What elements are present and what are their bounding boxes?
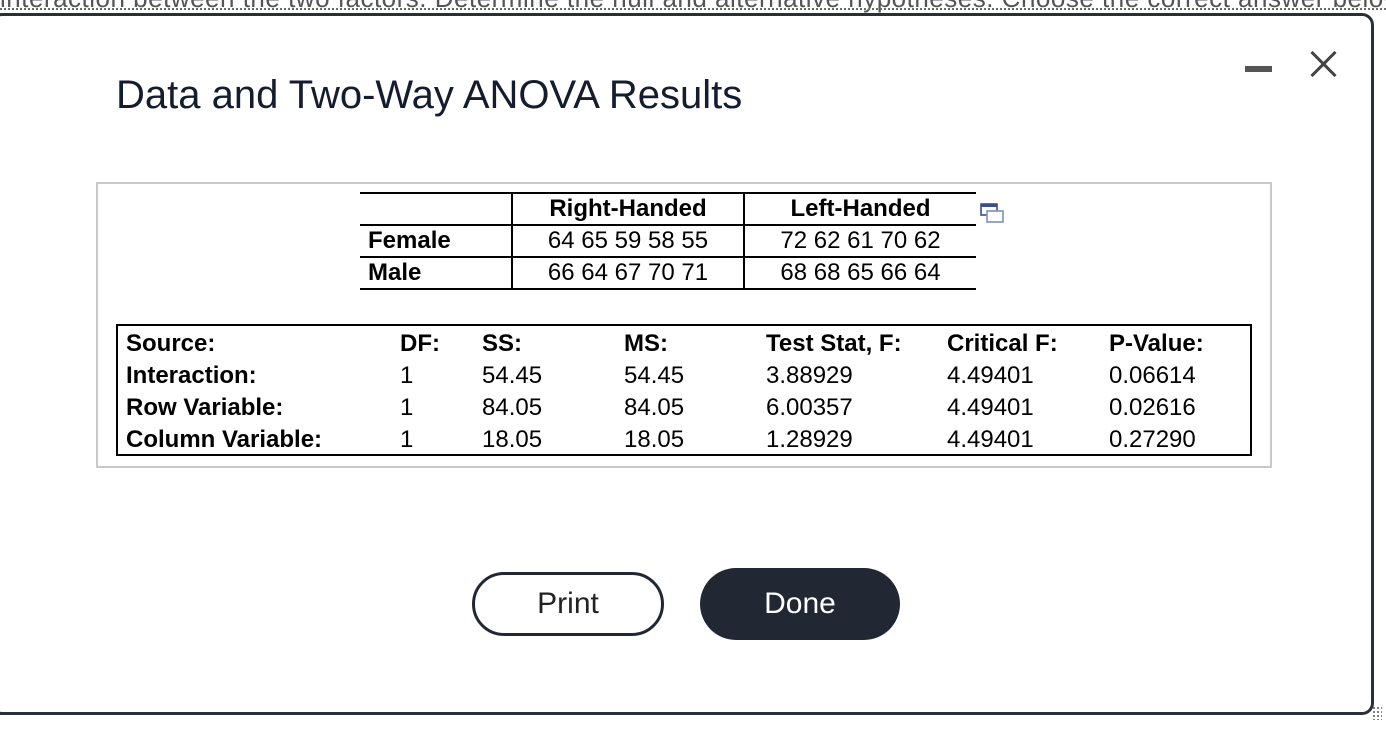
done-button[interactable]: Done (700, 568, 900, 640)
anova-header-ss: SS: (482, 330, 523, 357)
anova-critical-f: 4.49401 (947, 426, 1034, 453)
anova-ss: 84.05 (482, 394, 543, 421)
anova-results-dialog (0, 13, 1374, 715)
print-button[interactable]: Print (472, 572, 664, 636)
data-table-header-row: Right-Handed Left-Handed (360, 192, 976, 226)
popout-window-icon-graphic (980, 203, 1004, 223)
table-row: Male 66 64 67 70 71 68 68 65 66 64 (360, 257, 976, 290)
cell-male-right: 66 64 67 70 71 (511, 257, 744, 290)
background-question-text: interaction between the two factors. Det… (0, 0, 1386, 14)
anova-df: 1 (400, 426, 414, 453)
close-icon[interactable] (1304, 45, 1342, 83)
anova-header-df: DF: (400, 330, 440, 357)
col-header-right-handed: Right-Handed (511, 192, 744, 226)
results-content-box (96, 182, 1272, 468)
anova-header-row: Source: DF: SS: MS: Test Stat, F: Critic… (118, 328, 1250, 360)
row-label-female: Female (360, 225, 512, 258)
anova-ms: 84.05 (624, 394, 685, 421)
anova-source-column-variable: Column Variable: (126, 426, 323, 453)
anova-ss: 54.45 (482, 362, 543, 389)
anova-table: Source: DF: SS: MS: Test Stat, F: Critic… (116, 324, 1252, 456)
anova-source-interaction: Interaction: (126, 362, 257, 389)
anova-df: 1 (400, 394, 414, 421)
resize-handle[interactable] (1372, 706, 1382, 720)
anova-header-source: Source: (126, 330, 216, 357)
anova-header-p-value: P-Value: (1109, 330, 1204, 357)
anova-critical-f: 4.49401 (947, 362, 1034, 389)
cell-female-left: 72 62 61 70 62 (743, 225, 976, 258)
background-divider (0, 8, 1386, 10)
data-table-corner (360, 192, 512, 226)
anova-header-critical-f: Critical F: (947, 330, 1058, 357)
anova-critical-f: 4.49401 (947, 394, 1034, 421)
table-row: Female 64 65 59 58 55 72 62 61 70 62 (360, 225, 976, 258)
anova-ms: 54.45 (624, 362, 685, 389)
anova-test-stat: 3.88929 (766, 362, 853, 389)
table-row: Row Variable: 1 84.05 84.05 6.00357 4.49… (118, 392, 1250, 424)
anova-source-row-variable: Row Variable: (126, 394, 284, 421)
cell-female-right: 64 65 59 58 55 (511, 225, 744, 258)
col-header-left-handed: Left-Handed (743, 192, 976, 226)
anova-ms: 18.05 (624, 426, 685, 453)
minimize-icon[interactable] (1244, 58, 1274, 80)
cell-male-left: 68 68 65 66 64 (743, 257, 976, 290)
background-question-snippet: interaction between the two factors. Det… (0, 0, 1386, 14)
popout-window-icon[interactable] (980, 203, 1004, 223)
anova-test-stat: 1.28929 (766, 426, 853, 453)
table-row: Interaction: 1 54.45 54.45 3.88929 4.494… (118, 360, 1250, 392)
anova-header-ms: MS: (624, 330, 668, 357)
anova-p-value: 0.06614 (1109, 362, 1196, 389)
anova-test-stat: 6.00357 (766, 394, 853, 421)
anova-p-value: 0.02616 (1109, 394, 1196, 421)
dialog-title: Data and Two-Way ANOVA Results (116, 73, 743, 117)
anova-ss: 18.05 (482, 426, 543, 453)
anova-df: 1 (400, 362, 414, 389)
data-table: Right-Handed Left-Handed Female 64 65 59… (360, 192, 976, 290)
row-label-male: Male (360, 257, 512, 290)
table-row: Column Variable: 1 18.05 18.05 1.28929 4… (118, 424, 1250, 456)
anova-p-value: 0.27290 (1109, 426, 1196, 453)
anova-header-test-stat: Test Stat, F: (766, 330, 902, 357)
